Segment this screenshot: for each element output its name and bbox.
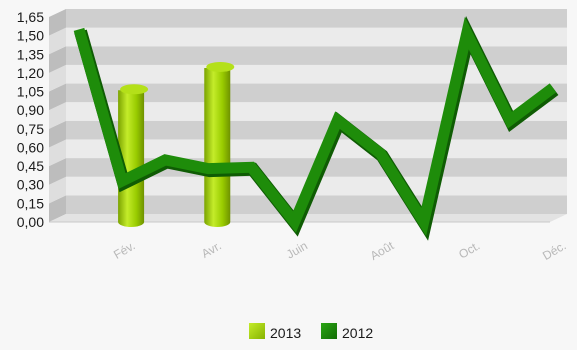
x-tick-label: Oct. (456, 238, 482, 261)
bar-top (206, 61, 235, 72)
grid-band-side (49, 27, 66, 55)
y-tick-label: 0,00 (17, 214, 44, 230)
x-tick-label: Fév. (111, 238, 137, 261)
grid-band-side (49, 102, 66, 129)
y-axis: 0,00 0,15 0,30 0,45 0,60 0,75 0,90 1,05 1,20 1,35… (17, 9, 44, 230)
y-tick-label: 0,90 (17, 102, 44, 118)
y-tick-label: 1,65 (17, 9, 44, 25)
plot-area (49, 9, 567, 223)
y-tick-label: 1,05 (17, 84, 44, 100)
bar-2013 (204, 61, 235, 227)
y-tick-label: 1,35 (17, 46, 44, 62)
x-axis: Fév. Avr. Juin Août Oct. Déc. (111, 238, 568, 263)
y-tick-label: 0,45 (17, 158, 44, 174)
grid-band (66, 195, 567, 214)
series-2012-line (73, 15, 559, 241)
grid-band (66, 9, 567, 28)
floor (49, 214, 567, 222)
grid-band-side (49, 9, 66, 36)
x-tick-label: Juin (284, 238, 310, 261)
bar-2013 (118, 84, 149, 227)
grid-band-side (49, 64, 66, 92)
grid-band (66, 83, 567, 103)
y-tick-label: 0,30 (17, 177, 44, 193)
grid-band-side (49, 139, 66, 167)
y-tick-label: 1,20 (17, 65, 44, 81)
y-tick-label: 0,15 (17, 195, 44, 211)
grid-band-side (49, 195, 66, 222)
bar-body (204, 67, 231, 227)
legend: 2013 2012 (249, 323, 373, 341)
y-tick-label: 0,75 (17, 121, 44, 137)
legend-swatch (321, 323, 337, 339)
grid-band (66, 102, 567, 121)
legend-swatch (249, 323, 265, 339)
x-tick-label: Déc. (540, 238, 568, 262)
y-tick-label: 0,60 (17, 139, 44, 155)
series-2012-line-path (73, 16, 557, 237)
grid-band (66, 64, 567, 84)
legend-label: 2013 (270, 325, 301, 341)
x-tick-label: Août (368, 238, 397, 263)
grid-band-side (49, 176, 66, 204)
series-2013-bars (118, 61, 235, 227)
grid-band-side (49, 158, 66, 185)
y-tick-label: 1,50 (17, 28, 44, 44)
bar-top (120, 84, 149, 95)
grid-band-side (49, 83, 66, 111)
x-tick-label: Avr. (199, 238, 224, 260)
grid-band (66, 27, 567, 47)
grid-band-side (49, 46, 66, 73)
grid-band-side (49, 120, 66, 148)
bar-body (118, 90, 145, 227)
grid-band (66, 46, 567, 65)
legend-label: 2012 (342, 325, 373, 341)
